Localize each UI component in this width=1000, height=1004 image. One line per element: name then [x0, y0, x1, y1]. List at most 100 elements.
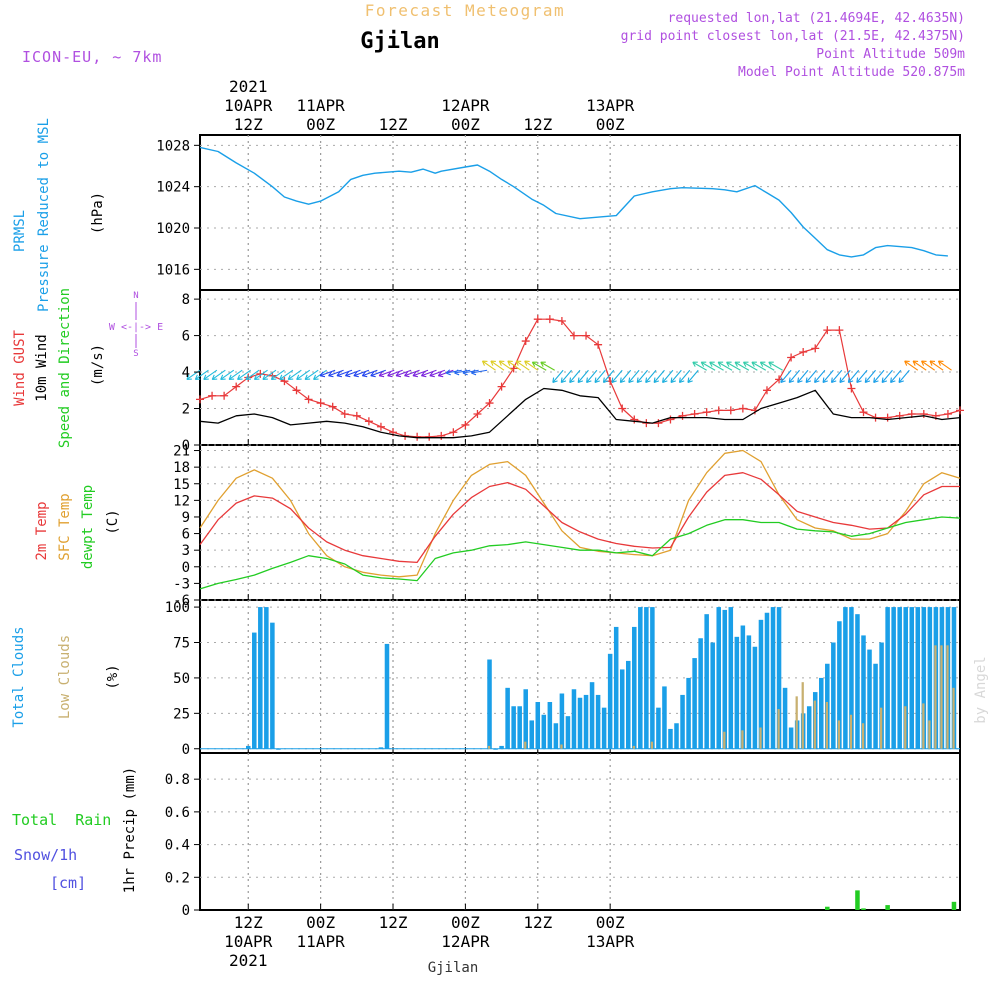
watermark: by Angel: [973, 656, 989, 723]
wind-direction-arrow: [336, 369, 353, 377]
bottom-axis-label: 10APR: [224, 932, 273, 951]
wind-arrow-head: [560, 377, 567, 384]
rain-bar: [951, 901, 957, 910]
wind-arrow-head: [670, 377, 676, 384]
wind-direction-arrow: [709, 361, 724, 371]
model-label: ICON-EU, ~ 7km: [22, 48, 162, 66]
wind-direction-arrow: [370, 369, 386, 377]
total-clouds-bar: [752, 646, 758, 749]
wind-direction-arrow: [890, 369, 902, 383]
wind-arrow-head: [211, 374, 218, 380]
compass-we: W <-|-> E: [109, 322, 163, 333]
2m-temp-line: [199, 472, 960, 564]
wind-arrow-head: [645, 377, 651, 384]
wind-arrow-head: [412, 371, 418, 378]
total-clouds-bar: [782, 687, 788, 749]
wind-arrow-head: [454, 369, 460, 376]
wind-unit: (m/s): [90, 344, 106, 386]
footer-location: Gjilan: [428, 960, 479, 976]
wind-gust-marker: [738, 404, 747, 413]
low-clouds-bar: [723, 731, 726, 749]
total-clouds-bar: [625, 660, 631, 749]
wind-arrow-head: [228, 374, 235, 380]
total-clouds-bar: [903, 607, 908, 749]
pressure-ytick-label: 1024: [156, 180, 190, 196]
wind-arrow-head: [540, 361, 546, 367]
pressure-frame: [199, 134, 961, 291]
wind-gust-marker: [437, 431, 446, 440]
wind-direction-arrow: [387, 369, 403, 377]
model-altitude: Model Point Altitude 520.875m: [738, 65, 965, 80]
wind-arrow-head: [797, 377, 803, 384]
total-clouds-bar: [656, 707, 661, 749]
wind-arrow-head: [602, 377, 609, 384]
clouds-unit: (%): [105, 664, 121, 689]
precip-ytick-label: 0: [182, 903, 190, 919]
temp-ytick-label: 3: [182, 543, 190, 559]
wind-arrow-head: [929, 360, 936, 366]
total-clouds-bar: [511, 706, 516, 749]
compass-n: N: [133, 291, 138, 301]
wind-direction-arrow: [904, 360, 919, 371]
wind-arrow-head: [805, 377, 812, 384]
wind-gust-marker: [956, 406, 964, 415]
precip-frame: [199, 752, 961, 911]
wind-arrow-head: [429, 371, 435, 378]
wind-gust-marker: [521, 337, 530, 346]
top-axis-label: 00Z: [596, 115, 625, 134]
wind-direction-arrow: [262, 369, 277, 380]
low-clouds-bar: [524, 741, 527, 749]
wind-gust-marker: [666, 415, 675, 424]
wind-arrow-head: [904, 360, 910, 366]
wind-direction-arrow: [921, 360, 935, 371]
wind-gust-marker: [352, 411, 361, 420]
dewpt-temp-line: [199, 516, 961, 590]
wind-direction-arrow: [726, 361, 741, 371]
total-clouds-bar: [788, 727, 794, 749]
wind-arrow-head: [830, 377, 837, 384]
bottom-axis-label: 00Z: [596, 913, 625, 932]
total-clouds-bar: [601, 707, 607, 749]
wind-arrow-head: [370, 371, 376, 378]
total-clouds-bar: [686, 677, 691, 749]
wind-direction-arrow: [421, 369, 437, 377]
wind-direction-arrow: [760, 361, 775, 371]
low-clouds-bar: [487, 745, 491, 749]
wind-arrow-head: [279, 374, 285, 380]
total-clouds-bar: [873, 663, 878, 749]
temp-2m-label: 2m Temp: [34, 501, 50, 560]
top-axis-label: 00Z: [451, 115, 480, 134]
wind-gust-marker: [304, 395, 313, 404]
temp-ytick-label: -3: [173, 576, 190, 592]
wind-arrow-head: [814, 377, 820, 384]
total-clouds-bar: [867, 649, 872, 749]
precip-ytick-label: 0.8: [165, 772, 190, 788]
wind-direction-arrow: [362, 369, 378, 377]
low-clouds-bar: [934, 645, 937, 749]
total-clouds-bar: [849, 607, 854, 749]
wind-gust-marker: [340, 410, 349, 418]
wind-direction-arrow: [831, 369, 843, 383]
wind-arrow-head: [864, 377, 871, 384]
wind-arrow-head: [856, 377, 862, 384]
wind-arrow-head: [304, 374, 311, 380]
total-clouds-bar: [553, 723, 559, 749]
wind-arrow-head: [692, 361, 698, 367]
temp-ytick-label: 18: [173, 460, 190, 476]
total-clouds-bar: [746, 635, 752, 749]
wind-arrow-head: [186, 374, 192, 380]
wind-gust-marker: [811, 344, 820, 353]
precip-ytick-label: 0.2: [165, 870, 190, 886]
low-clouds-bar: [813, 700, 816, 749]
grid-lines: [200, 135, 960, 911]
low-clouds-bar: [632, 745, 635, 749]
wind-arrow-head: [847, 377, 854, 384]
total-clouds-bar: [644, 607, 649, 749]
pressure-label-1: PRMSL: [12, 210, 28, 252]
wind-gust-marker: [594, 340, 603, 349]
temp-frame: [199, 444, 961, 601]
wind-direction-arrow: [490, 360, 505, 371]
wind-direction-arrow: [864, 369, 876, 383]
rain-bar: [855, 890, 860, 910]
